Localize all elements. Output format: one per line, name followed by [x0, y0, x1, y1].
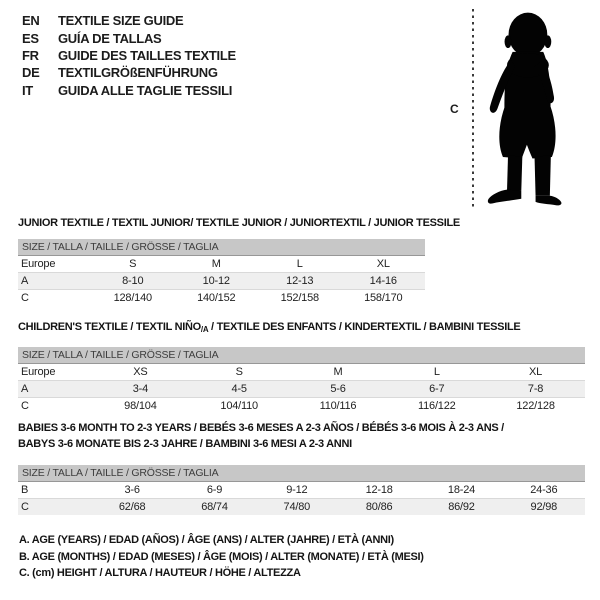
table-cell: 5-6 [330, 383, 346, 395]
size-col-header: S [129, 258, 137, 270]
size-col-header: XS [133, 366, 148, 378]
table-cell: 8-10 [122, 275, 144, 287]
children-size-table: SIZE / TALLA / TAILLE / GRÖSSE / TAGLIA … [18, 347, 585, 414]
row-label: C [21, 501, 29, 513]
size-col-header: M [211, 258, 221, 270]
table-cell: 10-12 [202, 275, 230, 287]
row-label: B [21, 484, 29, 496]
table-cell: 110/116 [319, 400, 357, 412]
table-cell: 6-9 [206, 484, 223, 496]
footnote-age-years: A. AGE (YEARS) / EDAD (AÑOS) / ÂGE (ANS)… [19, 534, 394, 546]
language-code: DE [22, 65, 40, 81]
language-title: GUIDA ALLE TAGLIE TESSILI [58, 82, 233, 98]
table-cell: 14-16 [369, 275, 397, 287]
title-text: CHILDREN'S TEXTILE / TEXTIL NIÑO [18, 321, 201, 333]
table-cell: 24-36 [530, 484, 558, 496]
table-row-months: B 3-6 6-9 9-12 12-18 18-24 24-36 [18, 482, 585, 499]
table-row-europe: Europe XS S M L XL [18, 364, 585, 381]
section-title-junior: JUNIOR TEXTILE / TEXTIL JUNIOR/ TEXTILE … [18, 217, 460, 229]
table-cell: 9-12 [286, 484, 308, 496]
table-cell: 7-8 [527, 383, 544, 395]
table-cell: 86/92 [448, 501, 475, 513]
footnote-age-months: B. AGE (MONTHS) / EDAD (MESES) / ÂGE (MO… [19, 550, 424, 563]
table-cell: 92/98 [530, 501, 558, 513]
table-cell: 158/170 [364, 292, 403, 304]
height-measure-label: C [450, 102, 459, 116]
table-row-age: A 3-4 4-5 5-6 6-7 7-8 [18, 381, 585, 398]
height-measure-dashed-line [472, 9, 474, 209]
language-code: FR [22, 47, 39, 63]
row-label: A [21, 275, 29, 287]
size-col-header: L [296, 258, 303, 270]
size-header-bar: SIZE / TALLA / TAILLE / GRÖSSE / TAGLIA [18, 347, 585, 364]
language-title: GUIDE DES TAILLES TEXTILE [58, 47, 236, 63]
baby-measure-figure: C [448, 5, 598, 213]
title-subscript: /A [200, 325, 209, 334]
footnote-height-cm: C. (cm) HEIGHT / ALTURA / HAUTEUR / HÖHE… [19, 567, 301, 579]
size-col-header: XL [529, 366, 543, 378]
table-cell: 12-13 [286, 275, 314, 287]
size-header-bar: SIZE / TALLA / TAILLE / GRÖSSE / TAGLIA [18, 239, 425, 256]
size-col-header: L [433, 366, 440, 378]
title-line-2: BABYS 3-6 MONATE BIS 2-3 JAHRE / BAMBINI… [18, 438, 352, 450]
table-cell: 74/80 [283, 501, 311, 513]
table-cell: 18-24 [447, 484, 476, 496]
table-cell: 68/74 [201, 501, 228, 513]
table-cell: 128/140 [113, 292, 153, 304]
language-row-de: DE TEXTILGRÖßENFÜHRUNG [22, 64, 236, 81]
language-code: IT [22, 82, 33, 98]
language-code: ES [22, 30, 39, 46]
title-line-1: BABIES 3-6 MONTH TO 2-3 YEARS / BEBÉS 3-… [18, 422, 504, 434]
size-col-header: M [333, 366, 343, 378]
table-cell: 4-5 [231, 383, 248, 395]
language-title-list: EN TEXTILE SIZE GUIDE ES GUÍA DE TALLAS … [22, 12, 236, 99]
row-label: Europe [21, 258, 56, 270]
table-cell: 62/68 [118, 501, 146, 513]
table-cell: 104/110 [220, 400, 258, 412]
babies-size-table: SIZE / TALLA / TAILLE / GRÖSSE / TAGLIA … [18, 465, 585, 515]
baby-silhouette-icon [487, 12, 562, 206]
size-col-header: XL [376, 258, 390, 270]
language-code: EN [22, 13, 40, 29]
size-header-bar: SIZE / TALLA / TAILLE / GRÖSSE / TAGLIA [18, 465, 585, 482]
size-col-header: S [235, 366, 243, 378]
language-row-es: ES GUÍA DE TALLAS [22, 29, 236, 46]
table-cell: 116/122 [418, 400, 456, 412]
table-cell: 152/158 [280, 292, 320, 304]
language-row-en: EN TEXTILE SIZE GUIDE [22, 12, 236, 29]
table-cell: 12-18 [365, 484, 393, 496]
row-label: C [21, 292, 29, 304]
table-cell: 98/104 [124, 400, 157, 412]
table-cell: 122/128 [516, 400, 555, 412]
table-row-height: C 62/68 68/74 74/80 80/86 86/92 92/98 [18, 499, 585, 515]
language-title: GUÍA DE TALLAS [58, 30, 162, 46]
table-row-age: A 8-10 10-12 12-13 14-16 [18, 273, 425, 290]
table-cell: 6-7 [429, 383, 445, 395]
title-text: / TEXTILE DES ENFANTS / KINDERTEXTIL / B… [208, 321, 521, 333]
language-title: TEXTILGRÖßENFÜHRUNG [58, 65, 218, 81]
language-row-fr: FR GUIDE DES TAILLES TEXTILE [22, 47, 236, 64]
table-cell: 80/86 [365, 501, 393, 513]
row-label: Europe [21, 366, 56, 378]
table-cell: 140/152 [197, 292, 236, 304]
junior-size-table: SIZE / TALLA / TAILLE / GRÖSSE / TAGLIA … [18, 239, 425, 306]
table-row-height: C 98/104 104/110 110/116 116/122 122/128 [18, 398, 585, 414]
section-title-babies: BABIES 3-6 MONTH TO 2-3 YEARS / BEBÉS 3-… [18, 420, 504, 452]
language-title: TEXTILE SIZE GUIDE [58, 13, 184, 29]
row-label: A [21, 383, 29, 395]
table-row-height: C 128/140 140/152 152/158 158/170 [18, 290, 425, 306]
section-title-children: CHILDREN'S TEXTILE / TEXTIL NIÑO/A / TEX… [18, 321, 521, 334]
table-row-europe: Europe S M L XL [18, 256, 425, 273]
table-cell: 3-4 [132, 383, 149, 395]
row-label: C [21, 400, 29, 412]
language-row-it: IT GUIDA ALLE TAGLIE TESSILI [22, 82, 236, 99]
table-cell: 3-6 [124, 484, 141, 496]
footnotes: A. AGE (YEARS) / EDAD (AÑOS) / ÂGE (ANS)… [19, 532, 424, 582]
